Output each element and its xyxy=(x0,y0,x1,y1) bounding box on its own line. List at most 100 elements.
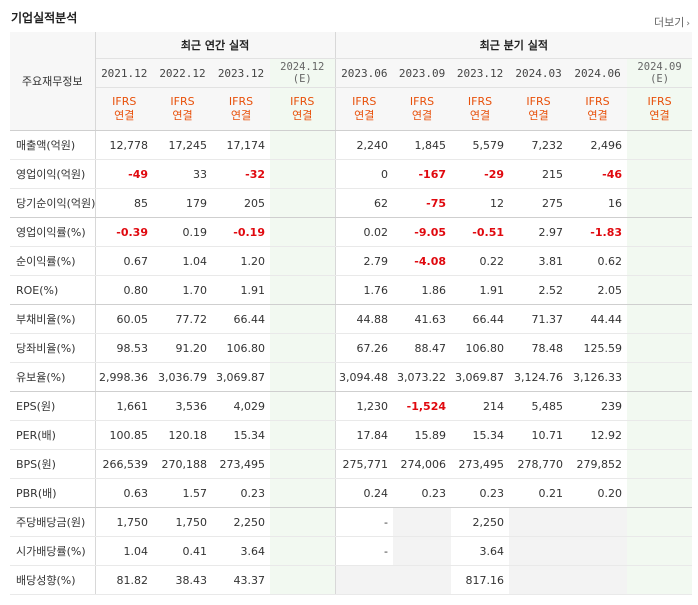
table-cell xyxy=(627,217,693,247)
table-cell: 77.72 xyxy=(153,304,212,334)
table-cell: 3,069.87 xyxy=(451,362,510,392)
table-cell: - xyxy=(334,536,394,566)
period-label: 2023.12 xyxy=(217,66,265,80)
table-cell: 0.20 xyxy=(568,478,628,508)
ifrs-basis: IFRS 연결 xyxy=(568,87,628,131)
section-title: 기업실적분석 xyxy=(11,11,78,25)
ifrs-label: IFRS xyxy=(526,95,551,108)
ifrs-label: IFRS xyxy=(112,95,137,108)
table-cell xyxy=(270,478,336,508)
table-cell: -46 xyxy=(568,159,628,189)
ifrs-basis: IFRS 연결 xyxy=(270,87,336,131)
table-cell: 3,073.22 xyxy=(393,362,452,392)
table-cell xyxy=(627,333,693,363)
table-cell xyxy=(270,246,336,276)
table-cell: 66.44 xyxy=(212,304,270,334)
table-row: 당좌비율(%) 98.53 91.20 106.80 67.26 88.47 106.80 7… xyxy=(10,333,693,363)
table-cell: 0.63 xyxy=(95,478,153,508)
table-cell xyxy=(627,536,693,566)
table-cell xyxy=(627,130,693,160)
row-label: 시가배당률(%) xyxy=(10,536,96,566)
table-cell xyxy=(627,188,693,218)
table-cell xyxy=(627,420,693,450)
table-cell: 1,845 xyxy=(393,130,452,160)
table-cell: 1.76 xyxy=(334,275,394,305)
table-cell: 275,771 xyxy=(334,449,394,479)
table-cell: 1,661 xyxy=(95,391,153,421)
table-cell: 239 xyxy=(568,391,628,421)
table-cell: 3,124.76 xyxy=(509,362,569,392)
ifrs-basis: IFRS 연결 xyxy=(334,87,394,131)
table-cell xyxy=(270,362,336,392)
table-row: 주당배당금(원) 1,750 1,750 2,250-2,250 xyxy=(10,507,693,537)
table-cell: 273,495 xyxy=(451,449,510,479)
table-cell: 0.24 xyxy=(334,478,394,508)
period-label: 2023.06 xyxy=(341,66,388,80)
consolidated-label: 연결 xyxy=(172,109,193,122)
table-cell: 0.62 xyxy=(568,246,628,276)
ifrs-basis: IFRS 연결 xyxy=(393,87,452,131)
table-cell xyxy=(270,159,336,189)
table-row: 순이익률(%) 0.67 1.04 1.20 2.79 -4.08 0.22 3.81 0.62 xyxy=(10,246,693,276)
table-cell: 12,778 xyxy=(95,130,153,160)
table-cell: 3,536 xyxy=(153,391,212,421)
more-label: 더보기 xyxy=(654,16,685,29)
row-label: 유보율(%) xyxy=(10,362,96,392)
table-cell: 62 xyxy=(334,188,394,218)
row-label: 순이익률(%) xyxy=(10,246,96,276)
table-cell: 1,230 xyxy=(334,391,394,421)
table-row: PBR(배) 0.63 1.57 0.23 0.24 0.23 0.23 0.21 0.20 xyxy=(10,478,693,508)
table-cell xyxy=(270,333,336,363)
table-cell xyxy=(627,391,693,421)
group-quarter-header: 최근 분기 실적 xyxy=(334,32,693,59)
table-cell: 1.70 xyxy=(153,275,212,305)
chevron-right-icon: › xyxy=(686,19,690,29)
ifrs-label: IFRS xyxy=(585,95,610,108)
table-cell: 214 xyxy=(451,391,510,421)
period-label: 2024.09 xyxy=(637,61,682,73)
table-cell: 1.20 xyxy=(212,246,270,276)
ifrs-basis: IFRS 연결 xyxy=(451,87,510,131)
table-cell: 44.88 xyxy=(334,304,394,334)
table-cell: 274,006 xyxy=(393,449,452,479)
table-row: 영업이익률(%) -0.39 0.19 -0.19 0.02 -9.05 -0.51 2.97… xyxy=(10,217,693,247)
table-cell: 78.48 xyxy=(509,333,569,363)
table-row: 배당성향(%) 81.82 38.43 43.37 817.16 xyxy=(10,565,693,595)
table-cell: 71.37 xyxy=(509,304,569,334)
ifrs-label: IFRS xyxy=(409,95,435,108)
table-cell: 0.41 xyxy=(153,536,212,566)
consolidated-label: 연결 xyxy=(587,109,608,122)
table-cell: 1,750 xyxy=(153,507,212,537)
table-cell xyxy=(627,449,693,479)
period-header: 2024.12 (E) xyxy=(270,58,336,88)
table-cell xyxy=(509,507,569,537)
table-cell: -29 xyxy=(451,159,510,189)
more-link[interactable]: 더보기 › xyxy=(654,14,690,30)
consolidated-label: 연결 xyxy=(528,109,549,122)
table-cell: 2,250 xyxy=(451,507,510,537)
consolidated-label: 연결 xyxy=(230,109,252,122)
table-cell xyxy=(393,536,452,566)
table-cell xyxy=(270,565,336,595)
table-cell xyxy=(627,246,693,276)
table-cell: 278,770 xyxy=(509,449,569,479)
table-cell xyxy=(270,449,336,479)
table-cell: 17.84 xyxy=(334,420,394,450)
table-cell: 91.20 xyxy=(153,333,212,363)
table-cell xyxy=(270,536,336,566)
row-label: 매출액(억원) xyxy=(10,130,96,160)
table-cell: -75 xyxy=(393,188,452,218)
table-row: PER(배) 100.85 120.18 15.34 17.84 15.89 15.34 10… xyxy=(10,420,693,450)
table-cell: 125.59 xyxy=(568,333,628,363)
table-cell: 15.34 xyxy=(212,420,270,450)
row-label: 당기순이익(억원) xyxy=(10,188,96,218)
table-cell xyxy=(568,565,628,595)
ifrs-label: IFRS xyxy=(228,95,254,108)
table-row: 매출액(억원) 12,778 17,245 17,174 2,240 1,845 5,579… xyxy=(10,130,693,160)
ifrs-basis: IFRS 연결 xyxy=(95,87,153,131)
table-cell: 205 xyxy=(212,188,270,218)
consolidated-label: 연결 xyxy=(114,109,135,122)
table-cell: -1,524 xyxy=(393,391,452,421)
table-cell xyxy=(270,130,336,160)
table-cell: 17,245 xyxy=(153,130,212,160)
